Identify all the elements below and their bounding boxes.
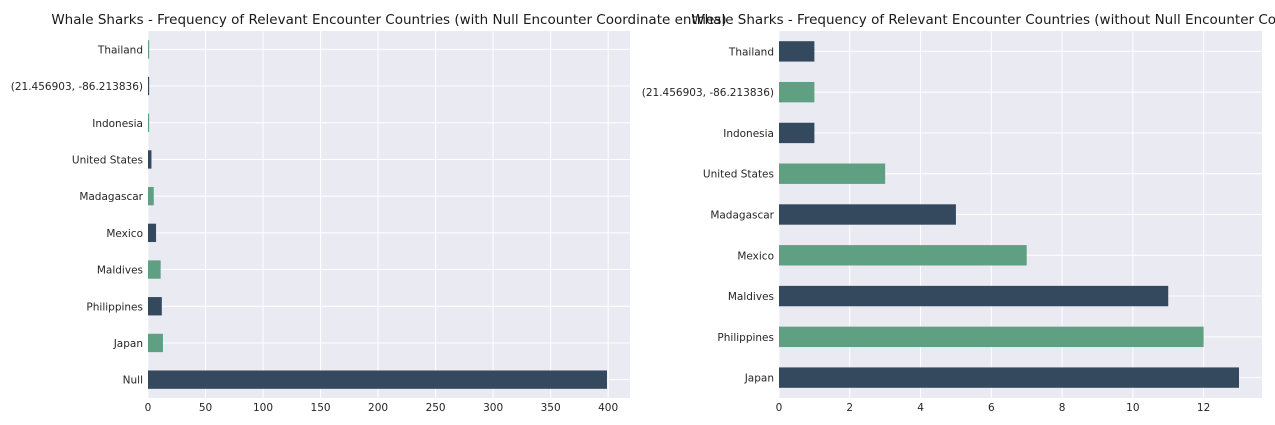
left-y-tick-label: Thailand — [97, 44, 143, 56]
left-x-tick-label: 200 — [368, 402, 388, 414]
left-x-tick-label: 150 — [311, 402, 331, 414]
left-bar — [148, 113, 150, 132]
chart-right: 0 2 4 6 8 10 12 Japan Philippines Maldives Mexico M… — [642, 12, 1275, 414]
left-chart-title: Whale Sharks - Frequency of Relevant Enc… — [51, 12, 726, 28]
right-bar — [779, 163, 886, 184]
right-bar — [779, 204, 956, 225]
right-chart-title: Whale Sharks - Frequency of Relevant Enc… — [691, 12, 1275, 28]
left-x-tick-label: 300 — [483, 402, 503, 414]
left-bar — [148, 333, 163, 353]
left-x-tick-label: 250 — [426, 402, 446, 414]
left-y-tick-label: Japan — [113, 338, 143, 350]
right-x-tick-label: 0 — [776, 402, 783, 414]
right-bar — [779, 122, 815, 144]
right-y-tick-label: (21.456903, -86.213836) — [642, 87, 774, 99]
left-y-tick-label: Philippines — [86, 301, 143, 313]
right-y-tick-label: United States — [703, 169, 774, 181]
left-x-tick-label: 350 — [541, 402, 561, 414]
left-y-tick-label: (21.456903, -86.213836) — [11, 81, 143, 93]
left-y-tick-label: United States — [72, 154, 143, 166]
right-y-tick-label: Mexico — [737, 250, 774, 262]
left-bar — [148, 223, 157, 243]
right-bar — [779, 326, 1204, 348]
left-y-tick-label: Null — [123, 375, 143, 387]
right-y-tick-label: Indonesia — [723, 128, 774, 140]
left-bar — [148, 76, 150, 96]
left-bar — [148, 40, 150, 59]
left-x-tick-label: 400 — [598, 402, 618, 414]
left-y-tick-label: Maldives — [97, 265, 143, 277]
right-bar — [779, 285, 1169, 307]
right-x-tick-label: 12 — [1197, 402, 1210, 414]
left-y-tick-label: Indonesia — [92, 118, 143, 130]
right-x-tick-label: 2 — [846, 402, 853, 414]
left-y-tick-label: Madagascar — [79, 191, 143, 203]
right-bar — [779, 81, 815, 103]
right-x-tick-label: 8 — [1059, 402, 1066, 414]
right-y-tick-label: Madagascar — [710, 210, 774, 222]
right-x-tick-label: 10 — [1126, 402, 1139, 414]
left-bar — [148, 260, 161, 279]
left-x-tick-label: 50 — [199, 402, 212, 414]
left-bar — [148, 370, 607, 389]
left-y-tick-label: Mexico — [106, 228, 143, 240]
right-x-tick-label: 6 — [988, 402, 995, 414]
right-bar — [779, 367, 1239, 388]
right-bar — [779, 41, 815, 62]
left-bar — [148, 186, 154, 206]
left-x-tick-label: 100 — [253, 402, 273, 414]
right-y-tick-label: Thailand — [728, 46, 774, 58]
right-bar — [779, 245, 1027, 266]
right-x-tick-label: 4 — [917, 402, 924, 414]
left-plot-area — [148, 31, 630, 398]
left-x-tick-label: 0 — [145, 402, 152, 414]
chart-left: 0 50 100 150 200 250 300 350 400 Null Japan Philipp… — [11, 12, 727, 414]
right-y-tick-label: Philippines — [717, 332, 774, 344]
left-bar — [148, 150, 152, 169]
right-y-tick-label: Japan — [744, 373, 774, 385]
left-bar — [148, 297, 162, 316]
right-y-tick-label: Maldives — [728, 291, 774, 303]
